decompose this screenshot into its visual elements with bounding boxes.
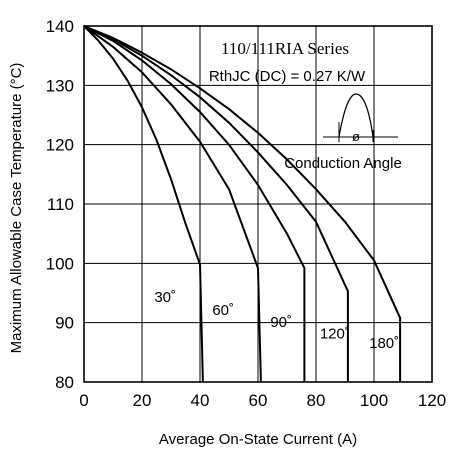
grid	[84, 26, 432, 382]
y-tick-label: 90	[55, 314, 74, 333]
conduction-angle-inset	[323, 93, 398, 142]
series-labels: 30˚ 60˚ 90˚ 120˚ 180˚	[154, 289, 399, 352]
x-tick-label: 40	[191, 391, 210, 410]
series-label-4: 180˚	[369, 335, 399, 352]
y-tick-label: 140	[46, 17, 74, 36]
tick-labels: 0 20 40 60 80 100 120 140 130 120 110 100 90 80	[46, 17, 447, 410]
x-tick-label: 60	[249, 391, 268, 410]
y-tick-label: 130	[46, 76, 74, 95]
curve-series-0	[83, 25, 204, 383]
y-tick-label: 120	[46, 136, 74, 155]
series-label-3: 120˚	[320, 326, 350, 343]
plot-frame	[83, 25, 433, 383]
x-tick-label: 80	[307, 391, 326, 410]
curve-series-3	[83, 25, 349, 382]
curve-series-1	[83, 25, 262, 383]
y-tick-label: 80	[55, 373, 74, 392]
series-label-2: 90˚	[270, 314, 292, 331]
y-tick-label: 110	[47, 195, 74, 214]
conduction-angle-label: Conduction Angle	[284, 155, 402, 172]
thermal-resistance-note: RthJC (DC) = 0.27 K/W	[209, 68, 366, 85]
chart-title: 110/111RIA Series	[221, 39, 349, 58]
curves	[83, 25, 402, 383]
x-tick-label: 100	[360, 391, 388, 410]
x-axis-title: Average On-State Current (A)	[159, 431, 357, 448]
y-axis-title: Maximum Allowable Case Temperature (°C)	[8, 63, 25, 354]
inset-pulse	[338, 93, 374, 138]
series-label-1: 60˚	[212, 302, 234, 319]
x-tick-label: 120	[418, 391, 446, 410]
series-label-0: 30˚	[154, 289, 176, 306]
phi-symbol: ø	[352, 129, 360, 144]
curve-series-4	[83, 25, 402, 382]
x-tick-label: 0	[79, 391, 88, 410]
x-tick-label: 20	[133, 391, 152, 410]
y-tick-label: 100	[46, 254, 74, 273]
curve-series-2	[83, 25, 306, 382]
